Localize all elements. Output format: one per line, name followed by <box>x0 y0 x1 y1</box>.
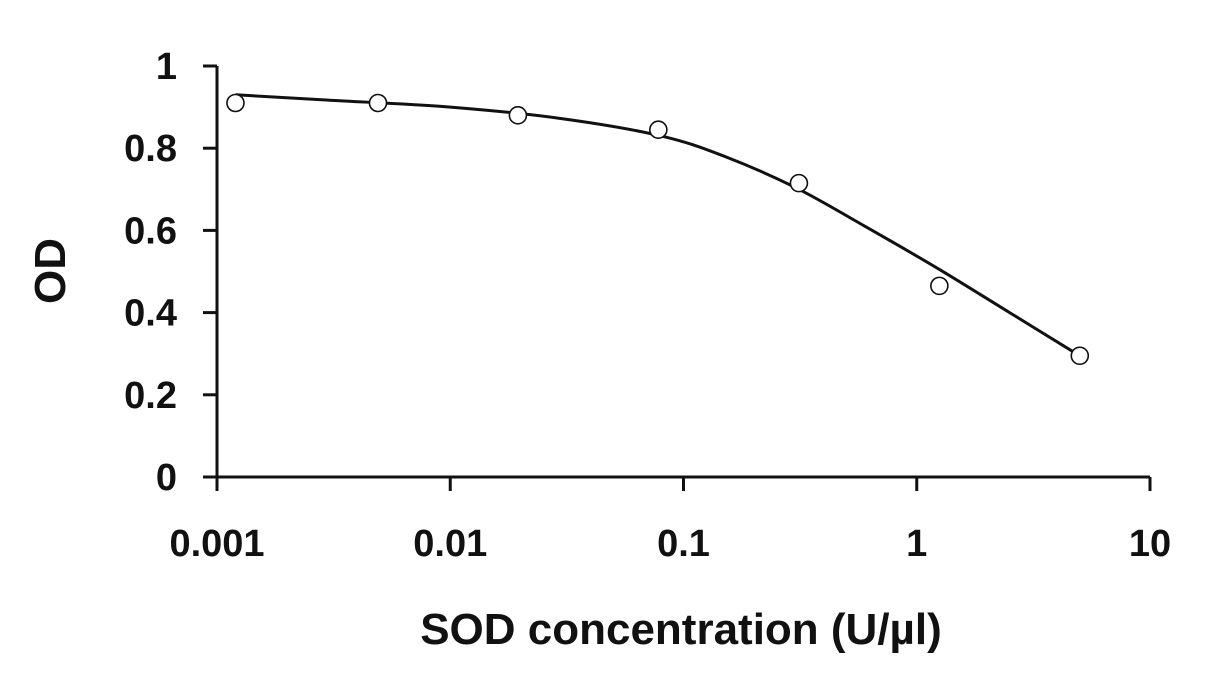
x-axis-title: SOD concentration (U/µl) <box>420 605 942 654</box>
x-tick-label: 0.01 <box>413 523 487 565</box>
x-tick-label: 10 <box>1129 523 1171 565</box>
y-tick-label: 0.2 <box>124 375 177 417</box>
y-tick-label: 0.6 <box>124 210 177 252</box>
data-point <box>508 106 528 125</box>
x-tick-label: 0.001 <box>169 523 264 565</box>
y-tick-label: 0 <box>156 457 177 499</box>
data-point-layer <box>226 93 1090 366</box>
data-point <box>1070 346 1090 366</box>
x-tick-label: 1 <box>906 523 927 565</box>
data-point <box>930 276 949 296</box>
fit-line-layer <box>235 93 1081 358</box>
y-tick-label: 0.4 <box>124 293 177 335</box>
fit-curve <box>235 93 1081 358</box>
y-tick-label: 0.8 <box>124 128 177 170</box>
data-point <box>649 120 668 140</box>
data-point <box>789 173 809 193</box>
x-ticks: 0.001 0.01 0.1 1 10 <box>169 477 1171 565</box>
x-tick-label: 0.1 <box>657 523 710 565</box>
data-point <box>368 93 388 113</box>
y-tick-label: 1 <box>156 46 177 88</box>
axes: 0 0.2 0.4 0.6 0.8 1 0.001 0.01 0.1 1 10 <box>124 46 1171 565</box>
y-ticks: 0 0.2 0.4 0.6 0.8 1 <box>124 46 217 499</box>
data-point <box>226 93 245 113</box>
y-axis-title: OD <box>26 238 75 304</box>
